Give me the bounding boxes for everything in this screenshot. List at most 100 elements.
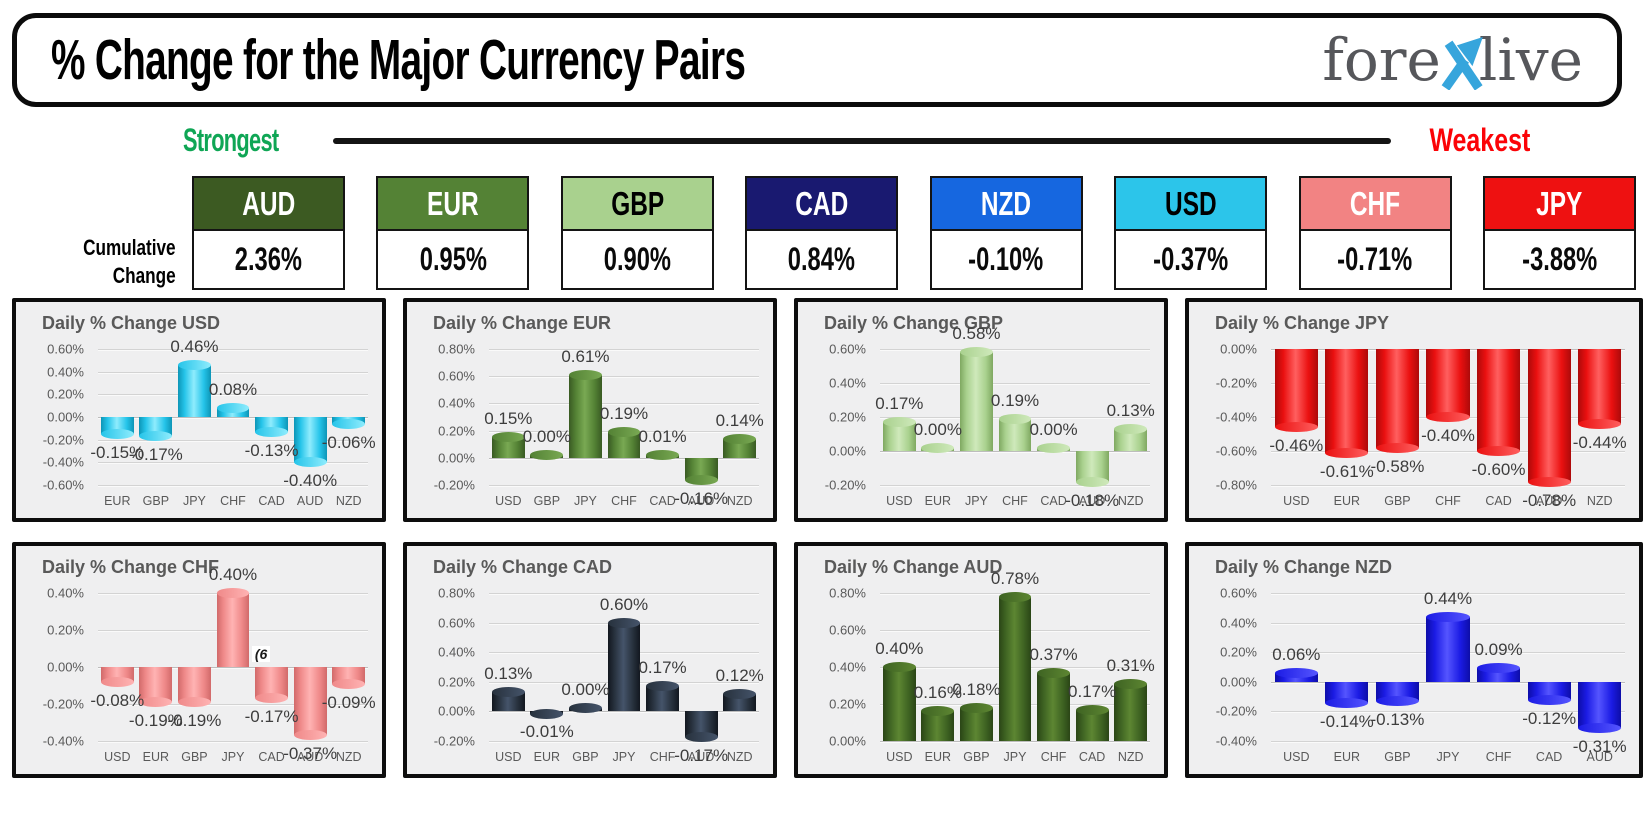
x-axis-label: USD [886, 494, 913, 508]
bar-value-label: 0.17% [875, 394, 924, 414]
gridline [1271, 681, 1625, 683]
y-axis-label: -0.80% [1215, 477, 1257, 493]
x-axis-label: NZD [726, 750, 753, 764]
y-axis-label: -0.40% [1215, 409, 1257, 425]
bar-value-label: 0.37% [1029, 644, 1078, 664]
currency-code: CAD [747, 178, 897, 231]
y-axis-label: -0.60% [1215, 443, 1257, 459]
gridline [489, 349, 759, 350]
bar-cap [216, 588, 250, 598]
gridline [98, 667, 368, 668]
currency-code-text: NZD [981, 184, 1032, 222]
y-axis-label: 0.40% [829, 659, 866, 675]
bar-value-label: -0.61% [1319, 461, 1374, 481]
y-axis-label: 0.00% [438, 703, 475, 719]
bar-cap [684, 474, 718, 485]
y-axis-label: -0.40% [42, 454, 84, 470]
x-axis-label: AUD [296, 750, 324, 764]
bar-value-label: -0.16% [674, 488, 729, 508]
chart-chf: Daily % Change CHF 0.40% 0.20% 0.00% -0.20% -… [12, 542, 386, 778]
cumulative-row: Cumulative Change AUD 2.36% EUR 0.95% GBP 0.9… [36, 176, 1636, 290]
bar-cap [1426, 412, 1470, 422]
bar-eur [1325, 349, 1369, 458]
bar-value-label: -0.18% [1065, 490, 1120, 510]
y-axis-label: 0.00% [438, 450, 475, 466]
x-axis-label: CAD [258, 494, 285, 508]
gridline [880, 741, 1150, 742]
y-axis-label: 0.40% [829, 375, 866, 391]
bar-cap [646, 681, 680, 692]
bar-value-label: -0.09% [321, 692, 376, 712]
x-axis-label: EUR [104, 494, 131, 508]
chart-title: Daily % Change CHF [42, 557, 220, 577]
chart-cad: Daily % Change CAD 0.80% 0.60% 0.40% 0.20% 0.… [403, 542, 777, 778]
bar-cap [1075, 476, 1109, 487]
bar-cad [1075, 704, 1109, 741]
x-axis-label: GBP [181, 750, 208, 764]
bar-cap [530, 449, 564, 460]
page-title: % Change for the Major Currency Pairs [51, 31, 1072, 89]
x-axis-label: AUD [687, 494, 715, 508]
bar-cap [1325, 447, 1369, 458]
bar-chf [998, 413, 1032, 451]
gridline [98, 349, 368, 350]
bar-value-label: -0.17% [244, 707, 299, 727]
chart-plot: 0.80% 0.60% 0.40% 0.20% 0.00% -0.20% 0.13% USD -… [434, 586, 764, 765]
gridline [489, 711, 759, 713]
x-axis-label: CHF [220, 494, 246, 508]
y-axis-label: 0.00% [47, 659, 84, 675]
x-axis-label: CAD [1078, 750, 1106, 764]
gridline [98, 485, 368, 486]
bar-value-label: -0.40% [283, 471, 338, 491]
bar-cap [1578, 418, 1622, 429]
x-axis-label: JPY [573, 494, 597, 508]
cumulative-value: 0.95% [378, 231, 527, 288]
gridline [489, 741, 759, 742]
bar-cap [100, 429, 134, 439]
chart-title: Daily % Change EUR [433, 313, 612, 333]
chart-title: Daily % Change JPY [1215, 313, 1390, 333]
x-axis-label: USD [495, 750, 522, 764]
currency-box-chf: CHF -0.71% [1298, 176, 1452, 290]
chart-plot: 0.60% 0.40% 0.20% 0.00% -0.20% 0.17% USD 0.00% E… [825, 324, 1155, 509]
artifact-glyph: (6 [251, 646, 271, 663]
currency-code: EUR [378, 178, 528, 231]
currency-box-eur: EUR 0.95% [376, 176, 530, 290]
logo-text-fore: fore [1322, 26, 1441, 94]
bar-value-label: 0.00% [1029, 420, 1078, 439]
bar-cap [921, 443, 955, 453]
bar-value-label: -0.14% [1319, 711, 1374, 731]
bar-cap [177, 359, 211, 370]
bar-value-label: -0.13% [1370, 710, 1425, 730]
bar-value-label: 0.46% [170, 336, 219, 356]
bar-cap [293, 730, 327, 741]
currency-box-nzd: NZD -0.10% [929, 176, 1083, 290]
cumulative-value-text: 0.84% [788, 241, 856, 277]
chart-title: Daily % Change NZD [1215, 557, 1393, 577]
bar-gbp [1375, 349, 1420, 453]
bar-aud [684, 457, 718, 485]
bar-nzd [1114, 678, 1148, 741]
x-axis-label: EUR [924, 494, 952, 508]
x-axis-label: CAD [1485, 494, 1512, 508]
bar-cap [723, 433, 757, 444]
x-axis-label: USD [886, 750, 913, 764]
x-axis-label: JPY [221, 750, 245, 764]
x-axis-label: USD [495, 494, 522, 508]
x-axis-label: CAD [258, 750, 285, 764]
chart-title: Daily % Change CAD [433, 557, 613, 577]
bar-value-label: -0.78% [1522, 490, 1577, 510]
bar-gbp [177, 667, 211, 708]
x-axis-label: JPY [1436, 750, 1460, 764]
chart-plot: 0.80% 0.60% 0.40% 0.20% 0.00% 0.40% USD 0.16% EU… [829, 569, 1155, 764]
bar-value-label: 0.19% [599, 403, 649, 423]
currency-code-text: CHF [1349, 184, 1401, 222]
chart-plot: 0.60% 0.40% 0.20% 0.00% -0.20% -0.40% -0.60% -0… [43, 337, 376, 508]
y-axis-label: 0.20% [829, 409, 866, 425]
bar-usd [491, 432, 525, 458]
x-axis-label: AUD [687, 750, 715, 764]
bar-value-label: 0.61% [561, 346, 610, 366]
weakest-label: Weakest [1429, 122, 1530, 158]
bar-value-label: 0.19% [990, 390, 1040, 410]
bar-value-label: -0.17% [674, 745, 729, 765]
